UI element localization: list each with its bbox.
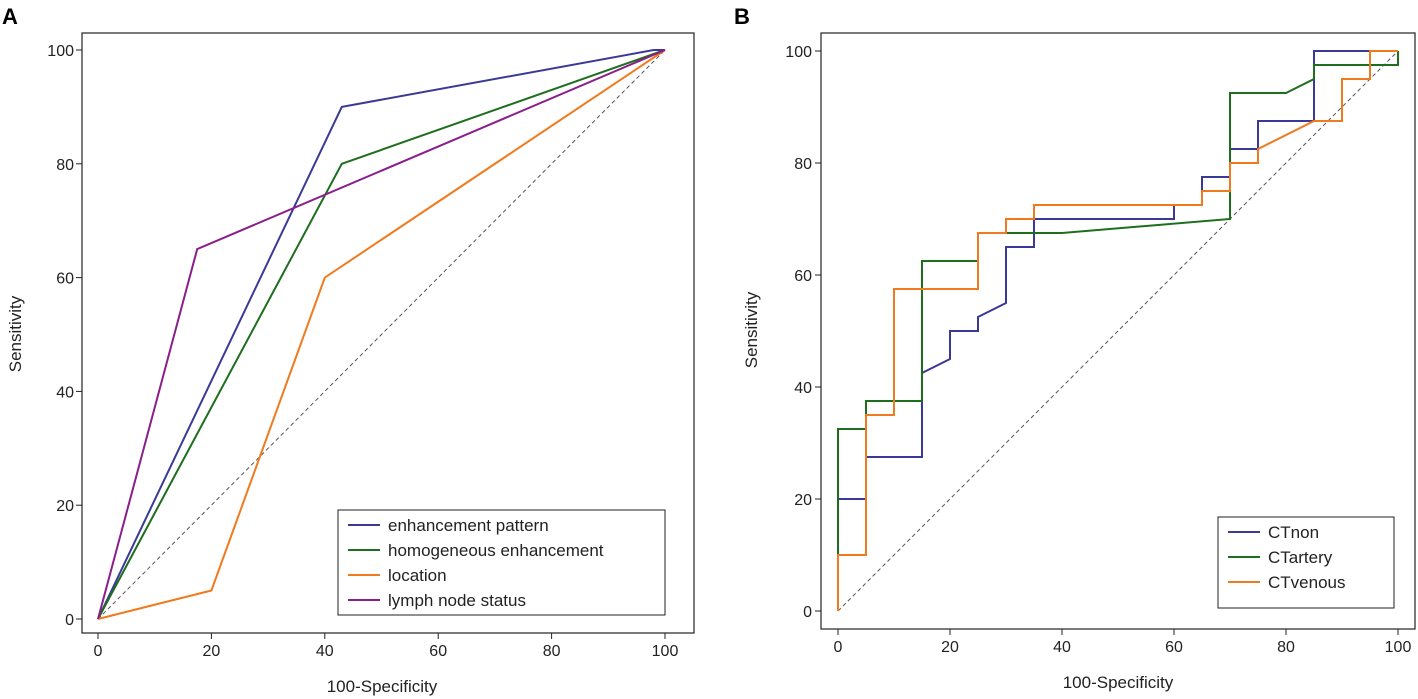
chart-panel-a: A 0 20 40 60 80 100 0 20 40 60 80 100 100-Specificity… — [2, 4, 695, 696]
y-tick-label: 100 — [785, 44, 812, 61]
legend-entry: location — [388, 566, 447, 585]
y-tick-label: 80 — [794, 156, 812, 173]
x-tick-label: 20 — [203, 643, 221, 660]
legend-entry: lymph node status — [388, 591, 526, 610]
y-tick-label: 60 — [56, 271, 74, 288]
x-tick-label: 100 — [1385, 639, 1412, 656]
x-tick-label: 40 — [316, 643, 334, 660]
x-tick-label: 0 — [834, 639, 843, 656]
reference-diagonal — [837, 50, 1399, 612]
y-tick-label: 20 — [56, 498, 74, 515]
x-tick-label: 60 — [1165, 639, 1183, 656]
x-tick-label: 80 — [543, 643, 561, 660]
series-line-location — [97, 49, 666, 620]
x-tick-label: 80 — [1277, 639, 1295, 656]
y-tick-label: 40 — [794, 380, 812, 397]
series-line-homogeneous-enhancement — [97, 49, 666, 620]
y-axis-label: Sensitivity — [742, 291, 761, 368]
series-line-enhancement-pattern — [97, 49, 665, 620]
legend-entry: CTnon — [1268, 523, 1319, 542]
y-tick-label: 100 — [47, 43, 74, 60]
panel-label: B — [734, 4, 750, 29]
legend-entry: CTartery — [1268, 548, 1333, 567]
y-tick-label: 20 — [794, 492, 812, 509]
x-tick-label: 100 — [652, 643, 679, 660]
y-tick-label: 0 — [803, 604, 812, 621]
legend-entry: homogeneous enhancement — [388, 541, 604, 560]
legend: CTnon CTartery CTvenous — [1217, 516, 1395, 609]
legend: enhancement pattern homogeneous enhanceme… — [337, 509, 666, 616]
legend-entry: enhancement pattern — [388, 516, 549, 535]
x-tick-label: 40 — [1053, 639, 1071, 656]
chart-panel-b: B 0 20 40 60 80 100 0 20 40 60 80 100 100-Specificity… — [734, 4, 1416, 692]
plot-frame — [81, 32, 695, 634]
y-axis-label: Sensitivity — [6, 295, 25, 372]
x-axis-label: 100-Specificity — [1063, 673, 1174, 692]
x-axis-label: 100-Specificity — [327, 677, 438, 696]
legend-box — [337, 509, 666, 616]
reference-diagonal — [97, 49, 666, 620]
y-tick-label: 80 — [56, 157, 74, 174]
y-tick-label: 60 — [794, 268, 812, 285]
x-tick-label: 20 — [941, 639, 959, 656]
plot-frame — [820, 32, 1416, 630]
x-tick-label: 0 — [94, 643, 103, 660]
y-tick-label: 40 — [56, 384, 74, 401]
y-tick-label: 0 — [65, 612, 74, 629]
series-line-lymph-node-status — [97, 49, 666, 620]
panel-label: A — [2, 4, 18, 29]
series-line-ctvenous — [837, 50, 1398, 611]
legend-entry: CTvenous — [1268, 573, 1345, 592]
x-tick-label: 60 — [429, 643, 447, 660]
